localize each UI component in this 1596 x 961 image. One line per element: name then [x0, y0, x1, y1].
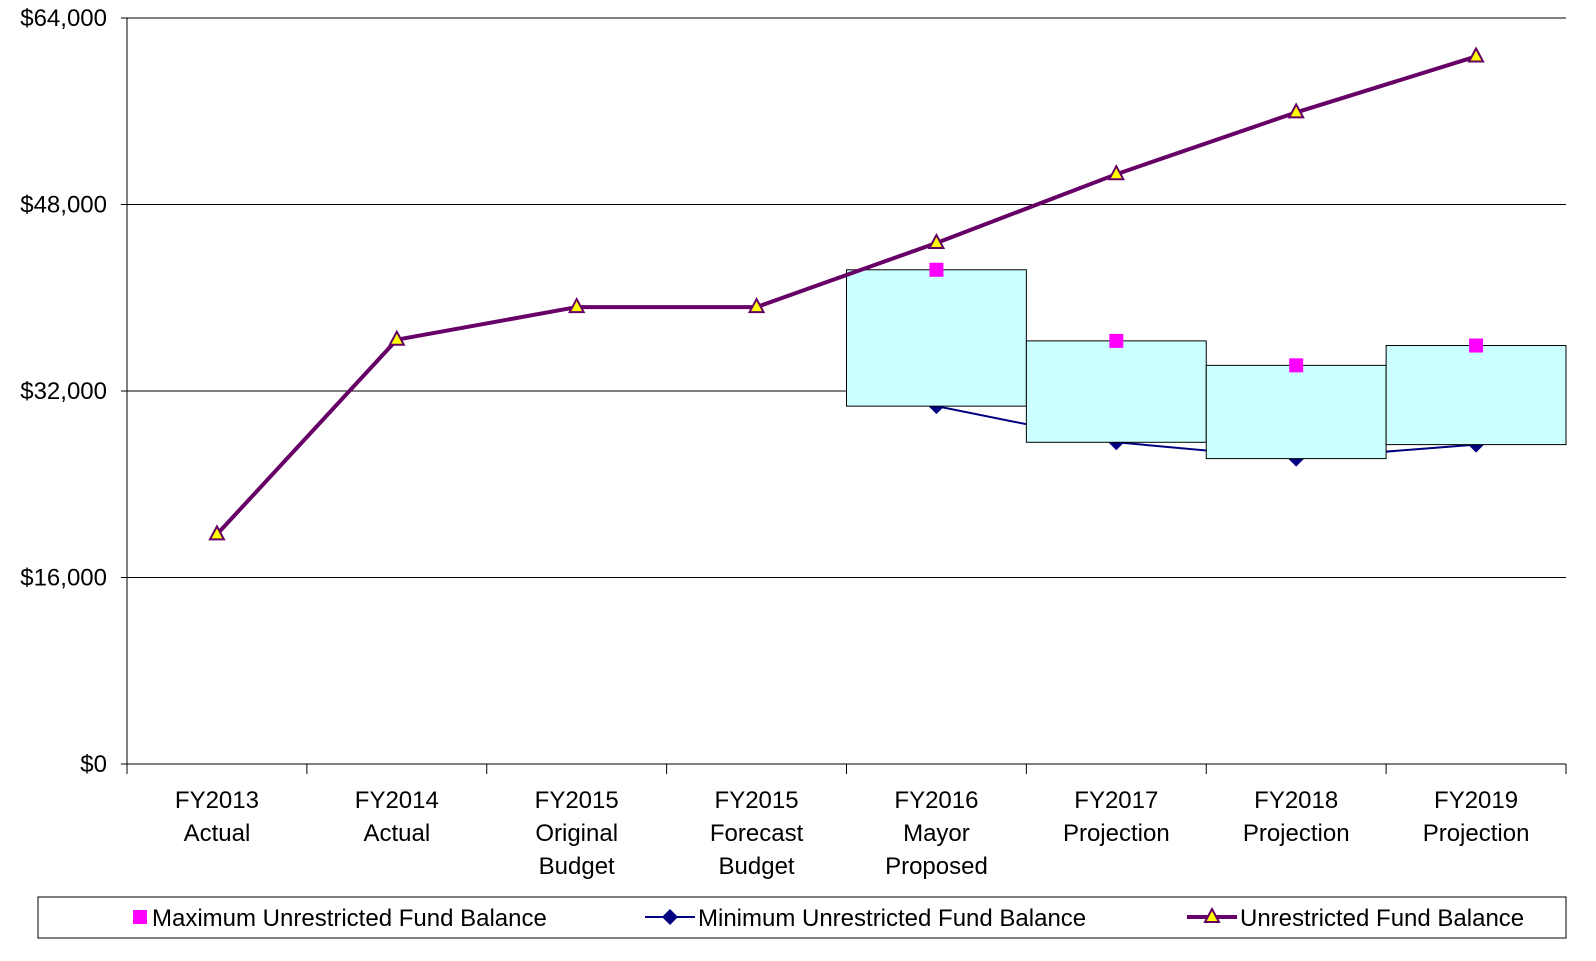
series-marker	[568, 296, 586, 314]
x-tick-label: FY2013 Actual	[175, 787, 259, 847]
series-marker	[927, 232, 946, 249]
x-tick-label: FY2016 Mayor Proposed	[885, 787, 988, 880]
legend-label: Minimum Unrestricted Fund Balance	[698, 905, 1086, 932]
series-marker	[1109, 333, 1124, 348]
series-marker	[1107, 164, 1125, 181]
legend-label: Maximum Unrestricted Fund Balance	[152, 905, 547, 932]
series-marker	[1467, 46, 1485, 63]
x-tick-label: FY2015 Forecast Budget	[710, 787, 804, 880]
x-tick-label: FY2015 Original Budget	[535, 787, 619, 880]
series-marker	[1469, 338, 1484, 353]
range-box	[1205, 364, 1387, 460]
y-tick-label: $48,000	[20, 192, 107, 219]
series-line	[215, 54, 1477, 536]
x-tick-label: FY2014 Actual	[355, 787, 439, 847]
series-marker	[1287, 102, 1305, 119]
legend-label: Unrestricted Fund Balance	[1240, 905, 1524, 932]
range-box	[846, 269, 1027, 407]
legend-marker	[1203, 906, 1221, 923]
x-tick-label: FY2018 Projection	[1243, 787, 1350, 847]
y-tick-label: $16,000	[20, 565, 107, 592]
y-tick-label: $64,000	[20, 5, 107, 32]
x-tick-label: FY2017 Projection	[1063, 787, 1170, 847]
series-marker	[208, 524, 226, 541]
y-tick-label: $32,000	[20, 378, 107, 405]
series-marker	[388, 329, 406, 346]
x-tick-label: FY2019 Projection	[1423, 787, 1530, 847]
series-marker	[747, 296, 766, 314]
series-marker	[1289, 358, 1304, 373]
legend-marker	[662, 909, 678, 925]
range-box	[1025, 340, 1207, 443]
legend-box	[37, 896, 1567, 939]
y-tick-label: $0	[80, 751, 107, 778]
legend-marker	[133, 910, 147, 924]
series-marker	[929, 262, 944, 277]
range-box	[1385, 345, 1567, 446]
